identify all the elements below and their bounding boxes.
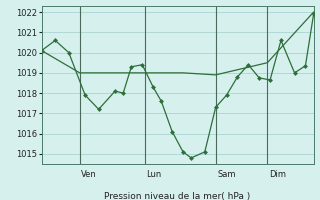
Text: Lun: Lun — [146, 170, 162, 179]
Text: Sam: Sam — [217, 170, 236, 179]
Text: Pression niveau de la mer( hPa ): Pression niveau de la mer( hPa ) — [104, 192, 251, 200]
Text: Dim: Dim — [269, 170, 286, 179]
Text: Ven: Ven — [81, 170, 97, 179]
